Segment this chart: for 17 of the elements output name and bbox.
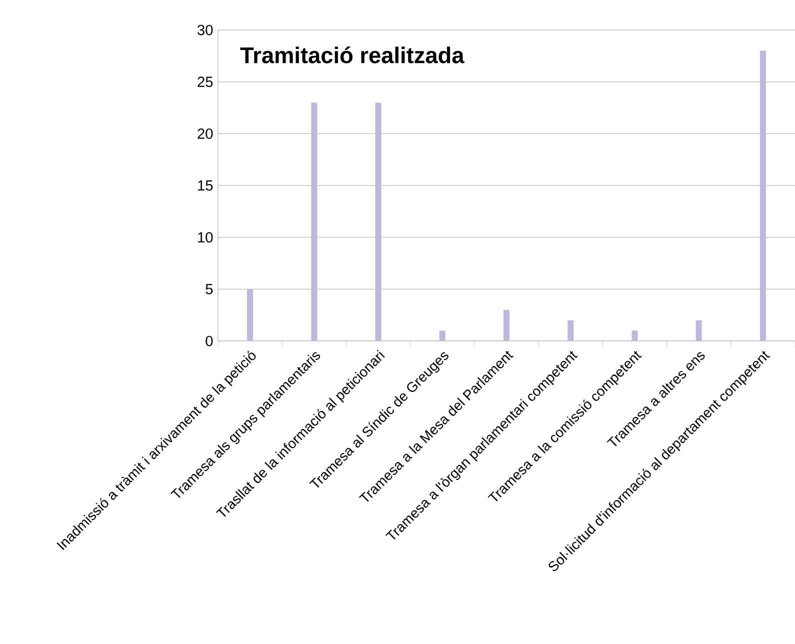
y-tick-label: 15 xyxy=(198,180,213,191)
bar xyxy=(760,50,766,341)
bar xyxy=(503,310,510,341)
bar xyxy=(439,330,446,341)
bar xyxy=(696,320,702,341)
bar xyxy=(247,289,254,341)
y-tick-label: 5 xyxy=(206,284,213,294)
y-tick-label: 30 xyxy=(198,24,213,36)
y-tick-label: 0 xyxy=(206,336,213,346)
bar xyxy=(375,102,382,341)
bar xyxy=(568,320,574,341)
y-tick-label: 10 xyxy=(198,232,213,243)
text: Tramitació realitzada xyxy=(240,46,464,64)
bar xyxy=(311,102,318,341)
bar xyxy=(632,330,638,341)
y-tick-label: 25 xyxy=(198,76,213,88)
y-tick-label: 20 xyxy=(198,128,213,139)
